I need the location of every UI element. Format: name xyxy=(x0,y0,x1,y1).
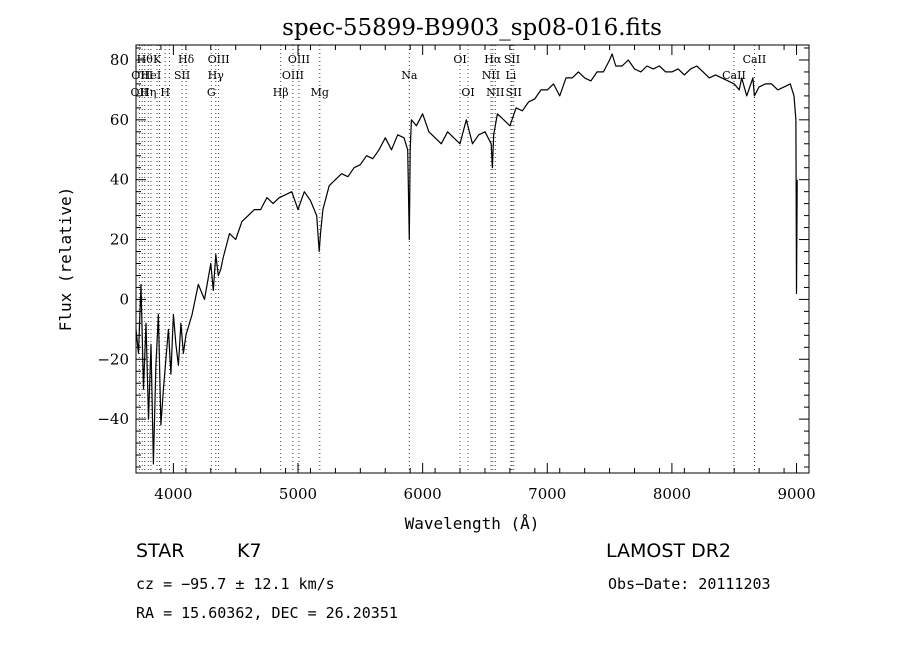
line-label: SII xyxy=(506,86,522,99)
line-label: K xyxy=(153,53,162,66)
line-label: OI xyxy=(461,86,474,99)
spectrum-line xyxy=(135,53,798,465)
line-label: SII xyxy=(504,53,520,66)
line-label: Hδ xyxy=(178,53,195,66)
line-label: OIII xyxy=(282,69,304,82)
coordinates: RA = 15.60362, DEC = 26.20351 xyxy=(136,604,398,622)
line-label: Na xyxy=(401,69,418,82)
observation-date: Obs−Date: 20111203 xyxy=(608,575,771,593)
line-label: Li xyxy=(505,69,516,82)
line-label: NII xyxy=(486,86,504,99)
line-label: NII xyxy=(482,69,500,82)
line-label: HeI xyxy=(141,69,161,82)
line-label: Hβ xyxy=(273,86,289,99)
object-class: STAR xyxy=(136,540,185,562)
line-label: SII xyxy=(174,69,190,82)
x-tick-label: 6000 xyxy=(404,485,442,503)
emission-line-markers xyxy=(138,45,755,473)
y-tick-label: 20 xyxy=(110,231,129,249)
line-label: OI xyxy=(453,53,466,66)
line-label: CaII xyxy=(743,53,767,66)
object-subclass: K7 xyxy=(237,540,262,562)
y-tick-label: −40 xyxy=(97,410,129,428)
line-labels: OII OIII Hθ Hη HeI K H SII Hδ G Hγ OIII Hβ OIII OIII Mg… xyxy=(131,53,767,99)
survey-release: LAMOST DR2 xyxy=(606,540,731,562)
line-label: Hα xyxy=(484,53,502,66)
y-axis-title: Flux (relative) xyxy=(56,187,75,332)
x-axis-title: Wavelength (Å) xyxy=(405,514,540,533)
y-axis: −40 −20 0 20 40 60 80 xyxy=(97,47,809,468)
x-tick-label: 7000 xyxy=(528,485,566,503)
redshift-velocity: cz = −95.7 ± 12.1 km/s xyxy=(136,575,335,593)
x-tick-label: 5000 xyxy=(279,485,317,503)
line-label: Hγ xyxy=(208,69,225,82)
line-label: OIII xyxy=(208,53,230,66)
line-label: Hθ xyxy=(137,53,154,66)
spectrum-chart: spec-55899-B9903_sp08-016.fits 4000 5000 6… xyxy=(56,15,816,533)
x-tick-label: 9000 xyxy=(777,485,815,503)
x-tick-label: 8000 xyxy=(653,485,691,503)
plot-frame xyxy=(135,44,810,474)
line-label: CaII xyxy=(722,69,746,82)
x-axis: 4000 5000 6000 7000 8000 9000 xyxy=(135,45,816,503)
y-tick-label: 80 xyxy=(110,51,129,69)
line-label: OIII xyxy=(131,69,153,82)
y-tick-label: 0 xyxy=(119,290,129,308)
chart-title: spec-55899-B9903_sp08-016.fits xyxy=(282,15,662,41)
line-label: G xyxy=(207,86,216,99)
x-tick-label: 4000 xyxy=(154,485,192,503)
line-label: OIII xyxy=(288,53,310,66)
line-label: OII xyxy=(131,86,149,99)
y-tick-label: −20 xyxy=(97,350,129,368)
y-tick-label: 40 xyxy=(110,171,129,189)
line-label: Hη xyxy=(140,86,156,99)
line-label: Mg xyxy=(311,86,329,99)
line-label: H xyxy=(160,86,170,99)
y-tick-label: 60 xyxy=(110,111,129,129)
